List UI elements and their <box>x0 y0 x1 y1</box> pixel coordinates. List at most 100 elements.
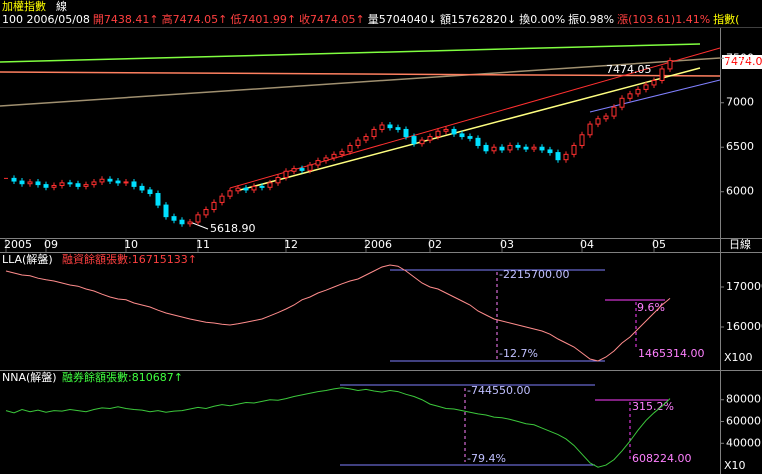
candle-body <box>307 164 313 171</box>
candle-body <box>563 153 569 161</box>
candle-body <box>339 151 345 155</box>
candle-body <box>403 128 409 138</box>
y-tick-label: 80000 <box>726 393 761 406</box>
candle-body <box>395 127 401 130</box>
annotation: -2215700.00 <box>499 268 569 281</box>
candle-body <box>11 177 17 182</box>
last-label: 7474.05 <box>606 63 652 76</box>
candle-body <box>19 180 25 185</box>
candle-body <box>595 118 601 125</box>
panel-caption: 融資餘額張數:16715133↑ <box>62 252 197 266</box>
candle-body <box>555 152 561 161</box>
candle-body <box>219 195 225 203</box>
candle-body <box>475 137 481 146</box>
candle-body <box>283 170 289 178</box>
x-tick-label: 05 <box>652 238 666 251</box>
candle-body <box>115 180 121 184</box>
candle-body <box>27 181 33 185</box>
candle-body <box>187 221 193 225</box>
low-label: 5618.90 <box>210 222 256 235</box>
candle-body <box>571 144 577 155</box>
header-item: 漲(103.61)1.41% <box>617 13 710 26</box>
header-item: 指數( <box>713 12 739 26</box>
x-tick-label: 10 <box>124 238 138 251</box>
candle-body <box>267 182 273 188</box>
panel-name: LLA(解盤) <box>2 252 53 266</box>
candle-body <box>83 184 89 187</box>
candle-body <box>635 88 641 95</box>
annotation: 9.6% <box>637 301 665 314</box>
candle-body <box>619 97 625 108</box>
panel-name: NNA(解盤) <box>2 370 57 384</box>
y-tick-label: 7000 <box>726 96 754 109</box>
annotation: -744550.00 <box>467 384 530 397</box>
candle-body <box>507 144 513 151</box>
candle-body <box>643 84 649 90</box>
candle-body <box>515 144 521 148</box>
candle-body <box>411 136 417 145</box>
title: 加權指數 <box>2 0 46 13</box>
candle-body <box>523 146 529 150</box>
annotation-guides <box>340 269 668 466</box>
annotation: 1465314.00 <box>638 347 704 360</box>
candle-body <box>195 214 201 223</box>
candle-body <box>419 139 425 145</box>
candle-body <box>291 168 297 172</box>
candle-body <box>363 136 369 141</box>
x-tick-label: 02 <box>428 238 442 251</box>
candle-body <box>75 183 81 187</box>
candle-body <box>651 80 657 86</box>
candle-body <box>259 185 265 188</box>
unit: X100 <box>724 351 753 364</box>
candle-body <box>59 182 65 186</box>
candle-body <box>131 181 137 187</box>
candle-body <box>627 93 633 99</box>
header-item: 100 2006/05/08 <box>2 13 90 26</box>
y-tick-label: 6000 <box>726 185 754 198</box>
y-tick-label: 170000 <box>726 280 762 293</box>
x-tick-label: 09 <box>44 238 58 251</box>
header-item: 低7401.99↑ <box>230 13 296 26</box>
candle-body <box>323 157 329 162</box>
header-items: 100 2006/05/08 開7438.41↑ 高7474.05↑ 低7401.99… <box>2 12 739 26</box>
x-tick-label: 2005 <box>4 238 32 251</box>
x-tick-label: 2006 <box>364 238 392 251</box>
header-item: 收7474.05↑ <box>299 12 365 26</box>
x-tick-label: 11 <box>196 238 210 251</box>
annotation: 608224.00 <box>632 452 692 465</box>
candle-body <box>211 201 217 211</box>
candle-body <box>347 144 353 153</box>
candle-body <box>179 219 185 225</box>
candle-body <box>427 136 433 141</box>
header-item: 振0.98% <box>568 12 614 26</box>
candle-body <box>107 178 113 182</box>
candle-body <box>91 181 97 186</box>
candle-body <box>171 216 177 221</box>
candle-body <box>243 187 249 191</box>
candle-body <box>379 124 385 130</box>
low-pointer <box>189 221 209 230</box>
y-tick-label: 40000 <box>726 436 761 449</box>
candle-body <box>235 187 241 192</box>
candle-body <box>139 185 145 191</box>
trendlines <box>0 43 721 191</box>
candle-body <box>227 190 233 197</box>
candle-body <box>331 153 337 159</box>
candle-body <box>539 146 545 151</box>
annotation: 315.2% <box>632 400 674 413</box>
annotation: -12.7% <box>499 347 538 360</box>
candle-body <box>611 106 617 117</box>
period: 日線 <box>729 237 751 251</box>
candle-body <box>603 115 609 120</box>
candle-body <box>163 204 169 218</box>
candle-body <box>547 149 553 154</box>
candle-body <box>451 128 457 135</box>
candle-body <box>51 185 57 188</box>
mode: 線 <box>56 0 67 13</box>
y-tick-label: 160000 <box>726 320 762 333</box>
header-item: 開7438.41↑ <box>93 13 159 26</box>
candle-body <box>315 160 321 166</box>
x-tick-label: 03 <box>500 238 514 251</box>
panel-caption: 融券餘額張數:810687↑ <box>62 370 183 384</box>
